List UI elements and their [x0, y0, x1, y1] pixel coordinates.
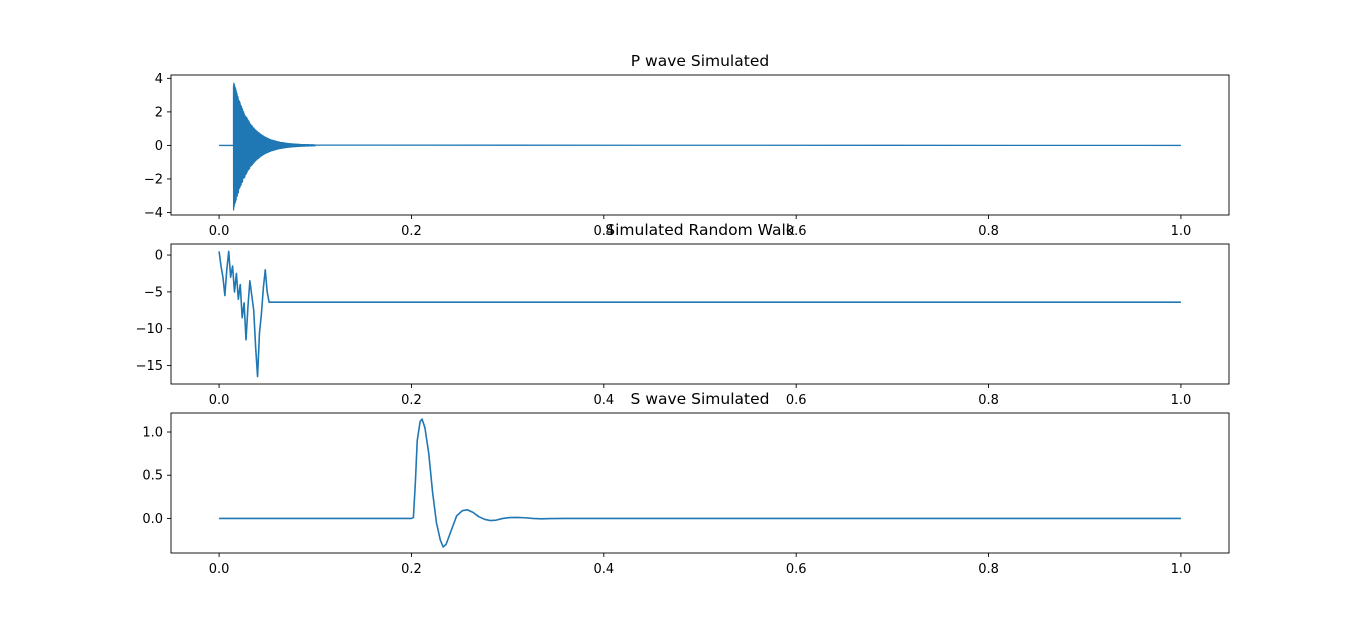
x-tick-label: 0.4: [593, 562, 614, 577]
axes-frame: [170, 243, 1230, 385]
y-tick-label: −15: [136, 359, 163, 374]
x-tick-label: 0.8: [978, 224, 999, 239]
x-tick-label: 0.2: [401, 393, 422, 408]
x-tick-label: 0.2: [401, 224, 422, 239]
y-tick-label: 4: [155, 72, 163, 87]
y-tick-label: 0.0: [142, 512, 163, 527]
axes-frame: [170, 412, 1230, 554]
x-tick-label: 0.6: [786, 393, 807, 408]
x-tick-label: 0.4: [593, 393, 614, 408]
subplot-1: 0.0 0.2 0.4 0.6 0.8 1.0 −4 −2 0 2 4 P wave Simulate…: [144, 52, 1230, 239]
subplot-3: 0.0 0.2 0.4 0.6 0.8 1.0 0.0 0.5 1.0 S wave Simula…: [142, 390, 1230, 577]
y-tick-label: −2: [144, 172, 163, 187]
x-tick-label: 0.6: [786, 224, 807, 239]
subplot-2: 0.0 0.2 0.4 0.6 0.8 1.0 −15 −10 −5 0 Simulated Ran…: [136, 221, 1230, 408]
x-tick-label: 1.0: [1171, 224, 1192, 239]
series-line: [218, 250, 1181, 378]
subplot-title: Simulated Random Walk: [605, 221, 794, 239]
x-tick-label: 0.4: [593, 224, 614, 239]
x-tick-label: 0.0: [209, 224, 230, 239]
series-line: [219, 82, 1181, 211]
y-tick-label: 2: [155, 105, 163, 120]
subplot-title: S wave Simulated: [631, 390, 770, 408]
x-tick-label: 1.0: [1171, 562, 1192, 577]
x-tick-label: 0.8: [978, 562, 999, 577]
x-tick-label: 0.8: [978, 393, 999, 408]
y-tick-label: 0: [155, 139, 163, 154]
y-tick-label: −4: [144, 206, 163, 221]
y-tick-label: 1.0: [142, 426, 163, 441]
y-tick-label: −10: [136, 322, 163, 337]
x-tick-label: 1.0: [1171, 393, 1192, 408]
subplot-title: P wave Simulated: [631, 52, 769, 70]
y-tick-label: 0.5: [142, 469, 163, 484]
x-tick-label: 0.6: [786, 562, 807, 577]
y-tick-label: 0: [155, 249, 163, 264]
y-tick-label: −5: [144, 285, 163, 300]
x-tick-label: 0.0: [209, 393, 230, 408]
x-tick-label: 0.0: [209, 562, 230, 577]
x-tick-label: 0.2: [401, 562, 422, 577]
series-line: [219, 418, 1181, 548]
